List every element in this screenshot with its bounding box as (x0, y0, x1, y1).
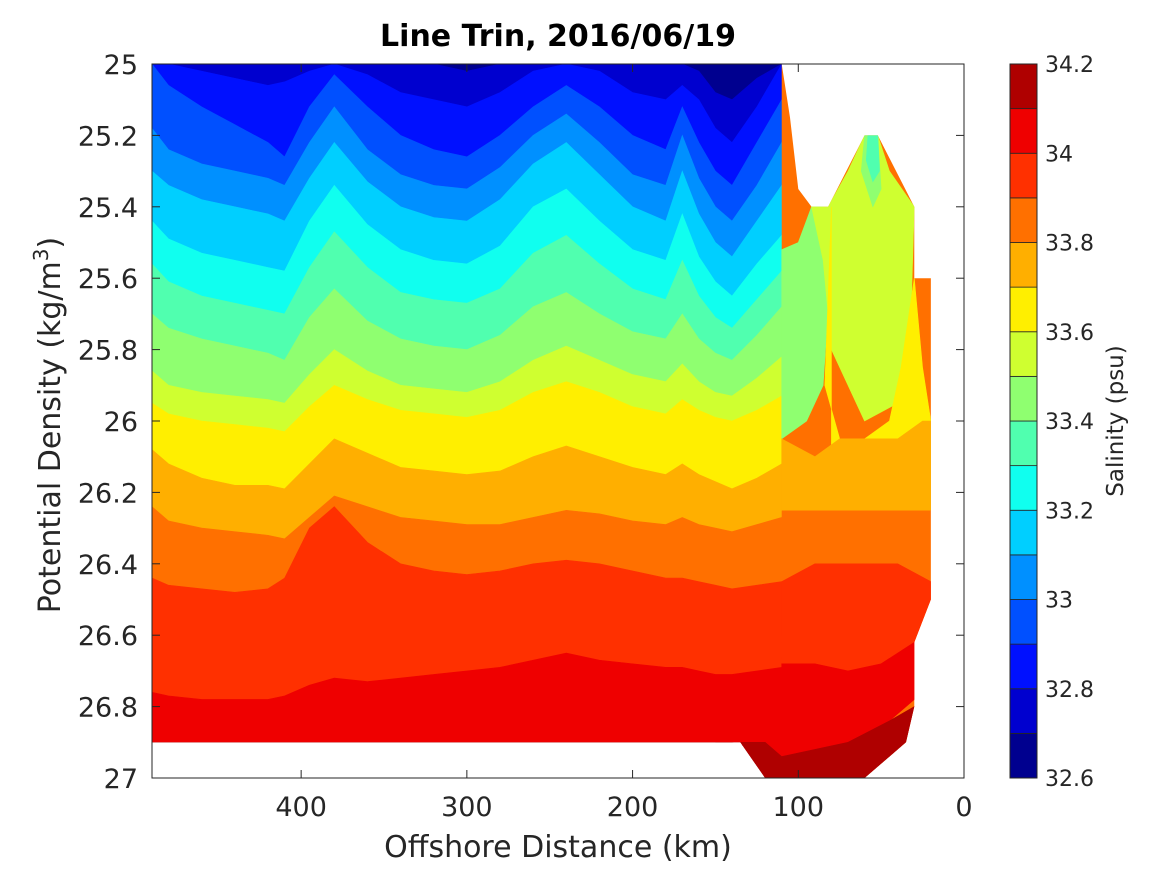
x-axis-label: Offshore Distance (km) (384, 830, 732, 865)
y-tick-label: 26.2 (78, 478, 138, 509)
y-axis-label-close: ) (33, 237, 68, 249)
x-tick-label: 200 (607, 792, 659, 823)
colorbar-frame (1009, 63, 1038, 779)
colorbar-segment (1009, 732, 1038, 779)
colorbar-tick-label: 32.6 (1045, 767, 1094, 792)
salinity-data-region (152, 64, 931, 778)
colorbar-tick-label: 33.4 (1045, 410, 1094, 435)
y-tick-label: 25.4 (78, 193, 138, 224)
colorbar-segment (1009, 688, 1038, 734)
salinity-band (781, 420, 931, 511)
colorbar-segment (1009, 643, 1038, 690)
colorbar-tick-label: 34 (1045, 142, 1073, 167)
x-axis: 400 300 200 100 0 (275, 64, 973, 823)
colorbar-segment (1009, 420, 1038, 467)
y-tick-label: 26 (104, 407, 138, 438)
y-axis-label: Potential Density (kg/m3) (29, 237, 68, 613)
colorbar-segment (1009, 242, 1038, 288)
y-axis-label-main: Potential Density (kg/m (33, 261, 68, 613)
colorbar-tick-label: 33.2 (1045, 499, 1094, 524)
y-tick-label: 26.8 (78, 693, 138, 724)
colorbar-label: Salinity (psu) (1103, 345, 1129, 497)
x-tick-label: 400 (275, 792, 327, 823)
colorbar-tick-label: 33.8 (1045, 232, 1094, 257)
colorbar-segment (1009, 197, 1038, 243)
colorbar-segment (1009, 554, 1038, 600)
chart-title: Line Trin, 2016/06/19 (380, 19, 736, 54)
x-tick-label: 0 (955, 792, 972, 823)
colorbar-segment (1009, 286, 1038, 333)
colorbar-segment (1009, 152, 1038, 199)
colorbar-tick-label: 33 (1045, 589, 1073, 614)
x-tick-label: 100 (773, 792, 825, 823)
y-tick-label: 26.4 (78, 550, 138, 581)
colorbar-tick-label: 33.6 (1045, 321, 1094, 346)
colorbar-segment (1009, 108, 1038, 154)
colorbar-segment (1009, 331, 1038, 377)
colorbar-segment (1009, 509, 1038, 556)
colorbar: 32.6 32.8 33 33.2 33.4 33.6 33.8 34 34.2 (1009, 53, 1094, 792)
y-axis: 25 25.2 25.4 25.6 25.8 26 26.2 26.4 26.6 26.8 27 (78, 50, 964, 795)
y-tick-label: 27 (104, 764, 138, 795)
salinity-band (865, 135, 880, 183)
y-axis-label-superscript: 3 (29, 248, 53, 261)
y-tick-label: 25 (104, 50, 138, 81)
colorbar-tick-label: 32.8 (1045, 678, 1094, 703)
y-tick-label: 25.2 (78, 121, 138, 152)
colorbar-segment (1009, 375, 1038, 422)
x-tick-label: 300 (441, 792, 493, 823)
y-tick-label: 25.6 (78, 264, 138, 295)
colorbar-tick-label: 34.2 (1045, 53, 1094, 78)
y-tick-label: 25.8 (78, 336, 138, 367)
y-tick-label: 26.6 (78, 621, 138, 652)
salinity-fill-layer (152, 64, 931, 778)
colorbar-segment (1009, 465, 1038, 511)
colorbar-segment (1009, 599, 1038, 645)
colorbar-segment (1009, 63, 1038, 110)
